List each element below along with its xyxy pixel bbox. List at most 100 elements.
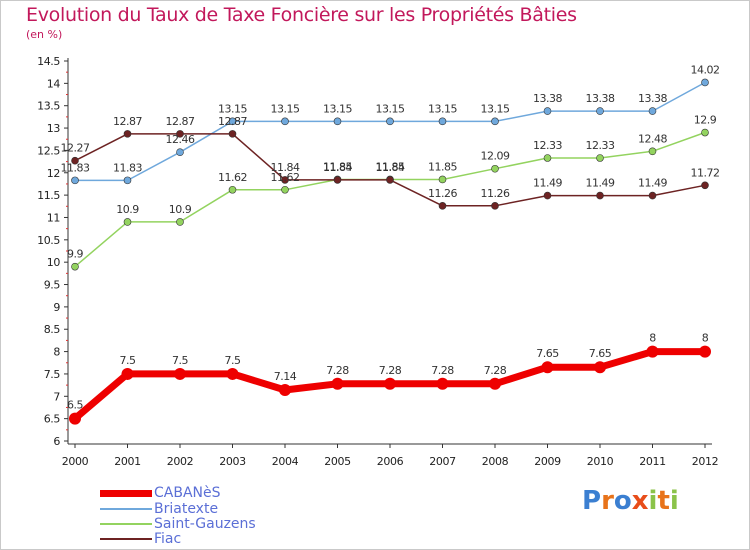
series-point-2 [281, 185, 289, 194]
data-label: 13.15 [428, 102, 457, 115]
data-label: 11.83 [113, 161, 142, 174]
data-label: 10.9 [169, 203, 192, 216]
series-point-1 [333, 117, 342, 126]
x-tick-label: 2000 [62, 455, 89, 468]
x-tick-label: 2004 [272, 455, 299, 468]
series-point-1 [648, 107, 657, 115]
data-label: 13.38 [638, 92, 667, 105]
y-tick-label: 10 [47, 256, 61, 269]
y-tick-label: 13 [47, 122, 61, 135]
series-point-0 [226, 367, 239, 380]
x-tick-label: 2001 [114, 455, 140, 468]
data-label: 13.15 [481, 102, 510, 115]
series-point-1 [386, 117, 394, 126]
data-label: 12.33 [586, 139, 615, 152]
data-label: 11.83 [61, 161, 90, 174]
series-point-3 [176, 130, 184, 138]
data-label: 13.15 [323, 102, 352, 115]
series-point-0 [384, 377, 396, 390]
data-label: 7.28 [379, 364, 402, 377]
data-label: 11.84 [323, 161, 352, 174]
legend-item: Saint-Gauzens [100, 516, 256, 532]
series-point-2 [228, 185, 237, 194]
y-tick-label: 14 [47, 77, 61, 90]
logo-letter: P [582, 486, 602, 516]
data-label: 12.27 [61, 142, 90, 155]
logo-letter: r [601, 486, 614, 516]
series-point-3 [123, 130, 132, 138]
legend-label: Saint-Gauzens [154, 516, 256, 532]
logo-letter: i [669, 486, 679, 516]
series-point-0 [331, 377, 344, 390]
data-label: 7.65 [536, 347, 559, 360]
series-line-2 [74, 131, 706, 268]
unit-label: (en %) [26, 28, 63, 41]
y-tick-label: 12 [47, 167, 60, 180]
x-tick-label: 2002 [167, 455, 193, 468]
data-label: 6.5 [67, 399, 83, 412]
data-label: 13.15 [376, 102, 405, 115]
y-tick-label: 13.5 [37, 100, 60, 113]
series-point-1 [701, 78, 709, 87]
y-tick-label: 8.5 [44, 323, 61, 336]
data-label: 7.28 [431, 364, 454, 377]
data-label: 7.5 [172, 354, 188, 367]
series-point-3 [701, 181, 709, 190]
data-label: 11.85 [376, 160, 405, 173]
legend-item: Briatexte [100, 501, 218, 517]
legend-label: Briatexte [154, 501, 219, 517]
data-label: 8 [702, 332, 709, 345]
series-point-3 [491, 202, 499, 210]
series-point-2 [648, 147, 657, 156]
series-point-1 [543, 107, 552, 115]
data-label: 12.87 [218, 115, 247, 128]
legend-label: CABANèS [154, 485, 221, 501]
y-tick-label: 12.5 [37, 144, 60, 157]
series-point-0 [699, 345, 711, 358]
series-point-0 [174, 367, 186, 380]
series-point-2 [596, 154, 604, 162]
x-tick-label: 2005 [324, 455, 351, 468]
series-point-2 [438, 175, 447, 184]
data-label: 13.15 [271, 102, 300, 115]
series-point-2 [123, 218, 132, 226]
logo-letter: t [657, 486, 670, 516]
legend-swatch [100, 489, 152, 497]
data-label: 11.62 [271, 171, 300, 184]
x-tick-label: 2007 [429, 455, 456, 468]
legend-swatch [100, 508, 152, 510]
legend-item: Fiac [100, 531, 181, 547]
series-point-3 [648, 191, 657, 200]
series-point-0 [69, 412, 81, 425]
y-tick-label: 7.5 [44, 368, 61, 381]
data-label: 12.33 [533, 139, 562, 152]
x-tick-label: 2012 [692, 455, 718, 468]
series-point-3 [543, 191, 552, 200]
series-point-1 [491, 117, 499, 126]
series-point-2 [491, 164, 499, 173]
series-point-1 [71, 176, 79, 185]
data-label: 11.26 [428, 187, 457, 200]
logo-letter: x [631, 486, 649, 516]
series-point-0 [436, 377, 449, 390]
data-label: 7.28 [326, 364, 349, 377]
series-point-0 [646, 345, 659, 358]
x-tick-label: 2003 [219, 455, 246, 468]
chart-title: Evolution du Taux de Taxe Foncière sur l… [26, 4, 577, 26]
data-label: 12.87 [113, 115, 142, 128]
data-label: 7.5 [120, 354, 136, 367]
x-tick-label: 2010 [587, 455, 614, 468]
series-point-3 [333, 176, 342, 184]
y-tick-label: 10.5 [37, 234, 60, 247]
series-point-0 [279, 384, 291, 397]
data-label: 11.85 [323, 160, 352, 173]
data-label: 13.38 [586, 92, 615, 105]
series-point-0 [489, 377, 501, 390]
data-label: 12.87 [166, 115, 195, 128]
series-point-2 [543, 154, 552, 162]
series-point-1 [176, 148, 184, 156]
data-label: 11.49 [586, 177, 615, 190]
data-label: 9.9 [67, 248, 83, 261]
data-label: 14.02 [691, 63, 720, 76]
